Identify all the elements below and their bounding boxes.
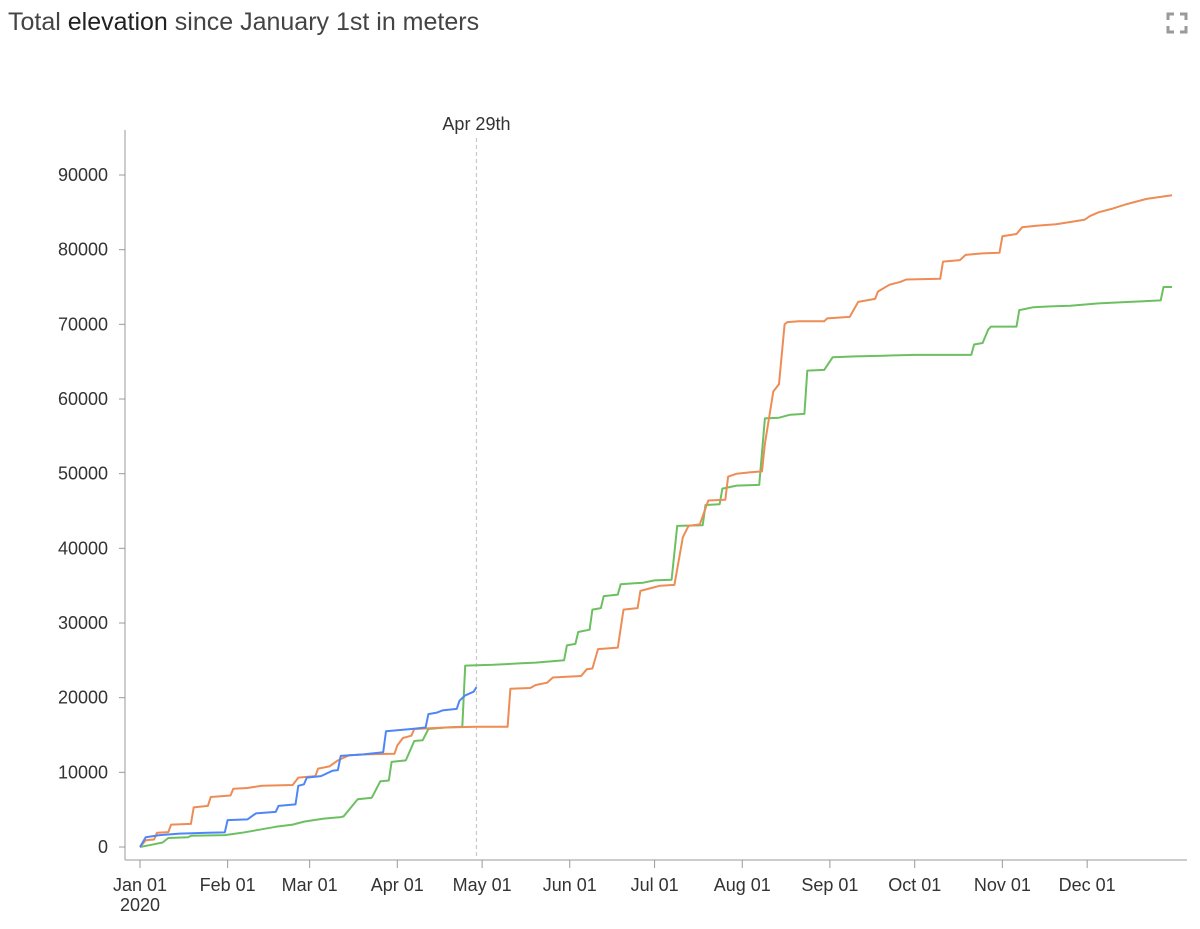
x-tick-label: Sep 01: [801, 875, 858, 895]
x-tick-label: Oct 01: [888, 875, 941, 895]
x-tick-label: Mar 01: [282, 875, 338, 895]
title-suffix: since January 1st in meters: [167, 8, 480, 36]
x-tick-label: May 01: [453, 875, 512, 895]
x-tick-label: Dec 01: [1059, 875, 1116, 895]
chart-title: Total elevation since January 1st in met…: [8, 8, 479, 37]
series-line-2: [139, 194, 1173, 848]
y-tick-label: 50000: [58, 464, 108, 484]
y-tick-label: 10000: [58, 762, 108, 782]
axes-layer: 0 10000 20000 30000 40000 50000 60000 70000 8000…: [58, 130, 1187, 895]
series-line-1: [139, 686, 478, 848]
x-tick-label: Feb 01: [200, 875, 256, 895]
y-tick-label: 30000: [58, 613, 108, 633]
x-axis-year-label: 2020: [120, 895, 160, 915]
y-tick-label: 60000: [58, 389, 108, 409]
y-tick-label: 70000: [58, 314, 108, 334]
y-tick-label: 80000: [58, 240, 108, 260]
x-tick-label: Nov 01: [974, 875, 1031, 895]
x-tick-label: Aug 01: [714, 875, 771, 895]
y-tick-label: 40000: [58, 538, 108, 558]
x-tick-label: Apr 01: [371, 875, 424, 895]
y-tick-label: 20000: [58, 688, 108, 708]
x-tick-label: Jan 01: [113, 875, 167, 895]
series-layer: [139, 194, 1173, 848]
fullscreen-icon[interactable]: [1166, 12, 1188, 34]
title-strong: elevation: [67, 8, 168, 36]
marker-label: Apr 29th: [442, 114, 510, 134]
title-prefix: Total: [8, 8, 68, 36]
y-tick-label: 90000: [58, 165, 108, 185]
series-line-3: [139, 286, 1172, 848]
y-tick-label: 0: [98, 837, 108, 857]
x-tick-label: Jul 01: [631, 875, 679, 895]
x-tick-label: Jun 01: [543, 875, 597, 895]
